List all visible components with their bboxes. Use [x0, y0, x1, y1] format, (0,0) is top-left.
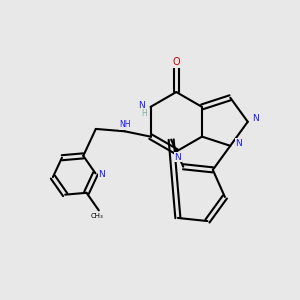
Text: N: N — [98, 170, 105, 179]
Text: N: N — [252, 114, 259, 123]
Text: O: O — [172, 57, 180, 67]
Text: H: H — [142, 109, 148, 118]
Text: N: N — [235, 139, 242, 148]
Text: N: N — [138, 101, 145, 110]
Text: N: N — [174, 153, 181, 162]
Text: NH: NH — [119, 120, 131, 129]
Text: CH₃: CH₃ — [91, 213, 103, 219]
